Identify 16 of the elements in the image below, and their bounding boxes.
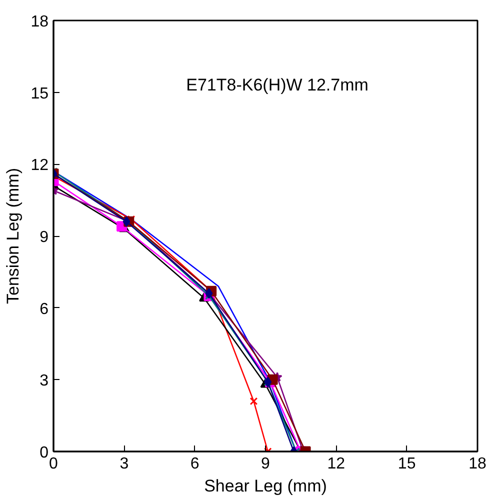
x-tick-label: 15 [398, 456, 416, 472]
x-tick-label: 12 [327, 456, 346, 472]
y-axis-title: Tension Leg (mm) [4, 168, 23, 304]
y-tick-label: 15 [30, 85, 49, 102]
annotation: E71T8-K6(H)W 12.7mm [186, 76, 368, 95]
y-tick-label: 6 [40, 300, 49, 318]
y-tick-label: 18 [30, 14, 49, 30]
x-axis-title: Shear Leg (mm) [204, 476, 327, 496]
x-tick-label: 18 [468, 456, 486, 472]
y-tick-label: 9 [40, 229, 49, 246]
y-tick-label: 0 [40, 444, 49, 462]
y-tick-label: 3 [40, 372, 49, 390]
x-tick-label: 3 [120, 456, 129, 472]
y-tick-label: 12 [30, 157, 49, 174]
x-tick-label: 6 [190, 456, 200, 472]
x-tick-label: 9 [261, 456, 270, 472]
